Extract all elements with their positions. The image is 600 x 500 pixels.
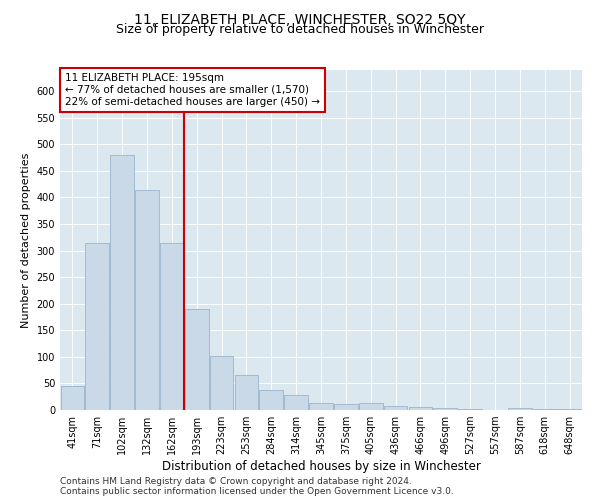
Bar <box>508 408 532 410</box>
Bar <box>85 242 109 410</box>
Text: Contains HM Land Registry data © Crown copyright and database right 2024.: Contains HM Land Registry data © Crown c… <box>60 478 412 486</box>
Bar <box>135 190 159 410</box>
Bar <box>309 402 333 410</box>
Bar <box>409 408 432 410</box>
Bar <box>160 242 184 410</box>
Bar <box>558 409 581 410</box>
Bar <box>284 395 308 410</box>
Bar <box>359 403 383 410</box>
Bar <box>61 386 84 410</box>
Bar <box>334 404 358 410</box>
Text: Contains public sector information licensed under the Open Government Licence v3: Contains public sector information licen… <box>60 488 454 496</box>
Bar <box>210 356 233 410</box>
Bar <box>235 376 258 410</box>
Bar <box>110 155 134 410</box>
X-axis label: Distribution of detached houses by size in Winchester: Distribution of detached houses by size … <box>161 460 481 473</box>
Y-axis label: Number of detached properties: Number of detached properties <box>21 152 31 328</box>
Bar <box>433 408 457 410</box>
Text: Size of property relative to detached houses in Winchester: Size of property relative to detached ho… <box>116 22 484 36</box>
Bar <box>384 406 407 410</box>
Text: 11, ELIZABETH PLACE, WINCHESTER, SO22 5QY: 11, ELIZABETH PLACE, WINCHESTER, SO22 5Q… <box>134 12 466 26</box>
Bar <box>185 309 209 410</box>
Text: 11 ELIZABETH PLACE: 195sqm
← 77% of detached houses are smaller (1,570)
22% of s: 11 ELIZABETH PLACE: 195sqm ← 77% of deta… <box>65 74 320 106</box>
Bar <box>259 390 283 410</box>
